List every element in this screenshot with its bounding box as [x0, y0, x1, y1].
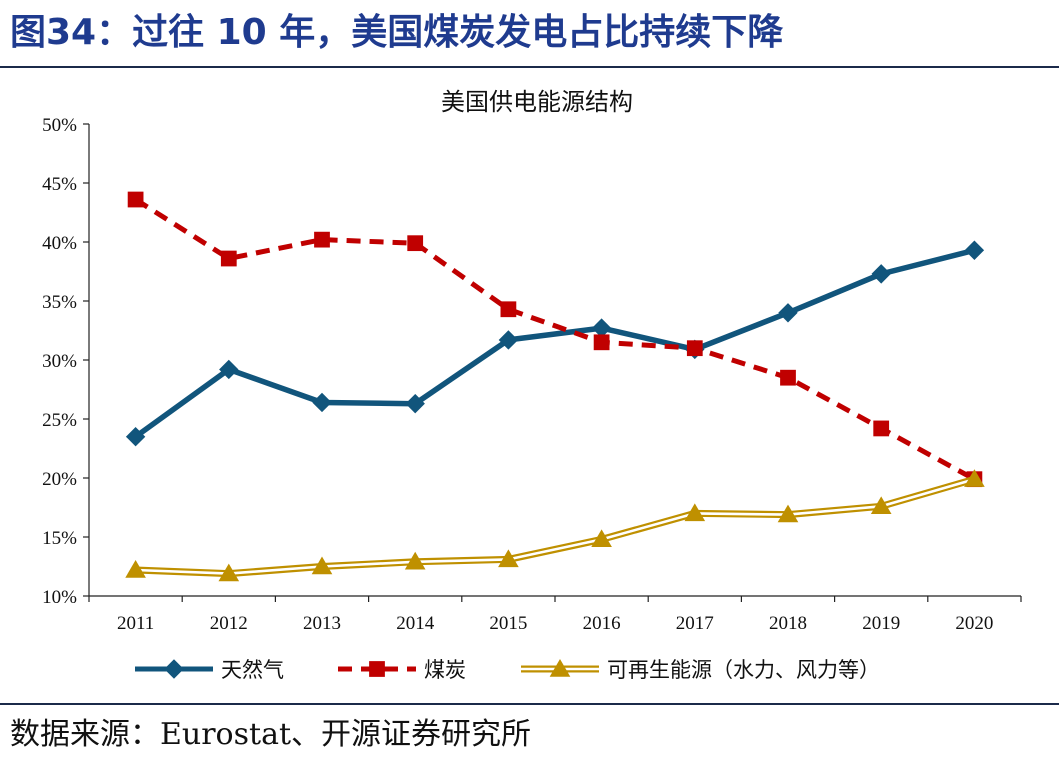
source-note: 数据来源：Eurostat、开源证券研究所: [10, 717, 532, 752]
y-tick-label: 40%: [42, 233, 77, 254]
y-tick-label: 35%: [42, 292, 77, 313]
x-tick-label: 2015: [489, 613, 527, 634]
series-line-coal: [134, 197, 976, 482]
legend-label: 煤炭: [424, 658, 466, 682]
legend: 天然气 煤炭 可再生能源（水力、风力等）: [135, 658, 880, 682]
data-point-natural_gas: [498, 330, 519, 350]
y-tick-label: 50%: [42, 115, 77, 136]
data-point-renewable: [684, 503, 706, 522]
legend-marker: [369, 661, 385, 677]
y-tick-label: 30%: [42, 351, 77, 372]
data-point-coal: [314, 231, 330, 248]
data-point-renewable: [218, 563, 240, 582]
data-point-natural_gas: [778, 303, 798, 323]
x-tick-label: 2012: [210, 613, 248, 634]
y-tick-label: 45%: [42, 174, 77, 195]
data-point-natural_gas: [871, 264, 891, 284]
x-tick-label: 2019: [862, 613, 900, 634]
data-point-coal: [873, 420, 890, 437]
legend-item-natural_gas: 天然气: [135, 658, 284, 682]
data-point-natural_gas: [125, 426, 146, 447]
top-divider: [0, 66, 1059, 68]
data-point-renewable: [591, 529, 612, 548]
bottom-divider: [0, 703, 1059, 705]
data-point-natural_gas: [312, 392, 332, 413]
legend-label: 天然气: [221, 658, 284, 682]
series-line-renewable: [135, 475, 976, 578]
figure-title: 图34：过往 10 年，美国煤炭发电占比持续下降: [10, 12, 784, 53]
series-layer: [125, 191, 985, 582]
y-tick-label: 10%: [42, 587, 77, 608]
data-point-coal: [220, 250, 237, 267]
legend-label: 可再生能源（水力、风力等）: [607, 658, 880, 682]
data-point-natural_gas: [964, 240, 985, 260]
data-point-coal: [780, 369, 796, 386]
x-tick-label: 2017: [676, 613, 714, 634]
legend-item-coal: 煤炭: [338, 658, 466, 682]
series-coal: [127, 191, 983, 488]
data-point-renewable: [125, 560, 146, 578]
legend-item-renewable: 可再生能源（水力、风力等）: [521, 658, 880, 682]
chart-title: 美国供电能源结构: [441, 88, 633, 116]
y-tick-label: 25%: [42, 410, 77, 431]
series-natural_gas: [125, 240, 985, 447]
data-point-renewable: [870, 496, 892, 515]
data-point-renewable: [311, 556, 333, 575]
legend-marker: [164, 659, 184, 679]
series-line-natural_gas: [133, 247, 976, 439]
x-tick-label: 2016: [583, 613, 621, 634]
legend-marker: [549, 659, 571, 677]
data-point-renewable: [777, 504, 799, 523]
series-line-inner-renewable: [135, 477, 975, 575]
axes: 10% 15% 20% 25% 30% 35% 40% 45% 50% 2011 2012 2013 2…: [42, 115, 1022, 634]
data-point-coal: [407, 235, 424, 252]
data-point-coal: [127, 191, 144, 208]
x-tick-label: 2013: [303, 613, 341, 634]
data-point-coal: [686, 340, 703, 357]
x-tick-label: 2018: [769, 613, 807, 634]
data-point-renewable: [498, 549, 519, 568]
data-point-renewable: [404, 551, 426, 570]
data-point-coal: [593, 334, 610, 351]
chart: 美国供电能源结构 10% 15% 20% 25% 30% 35% 40% 45% 50% 2011…: [42, 88, 1022, 682]
y-tick-label: 20%: [42, 469, 77, 490]
series-renewable: [125, 469, 985, 582]
data-point-natural_gas: [405, 393, 425, 414]
x-tick-label: 2011: [117, 613, 154, 634]
data-point-coal: [500, 301, 517, 318]
y-tick-label: 15%: [42, 528, 77, 549]
data-point-natural_gas: [219, 359, 239, 380]
x-tick-label: 2014: [396, 613, 435, 634]
x-tick-label: 2020: [955, 613, 993, 634]
data-point-renewable: [964, 469, 985, 487]
